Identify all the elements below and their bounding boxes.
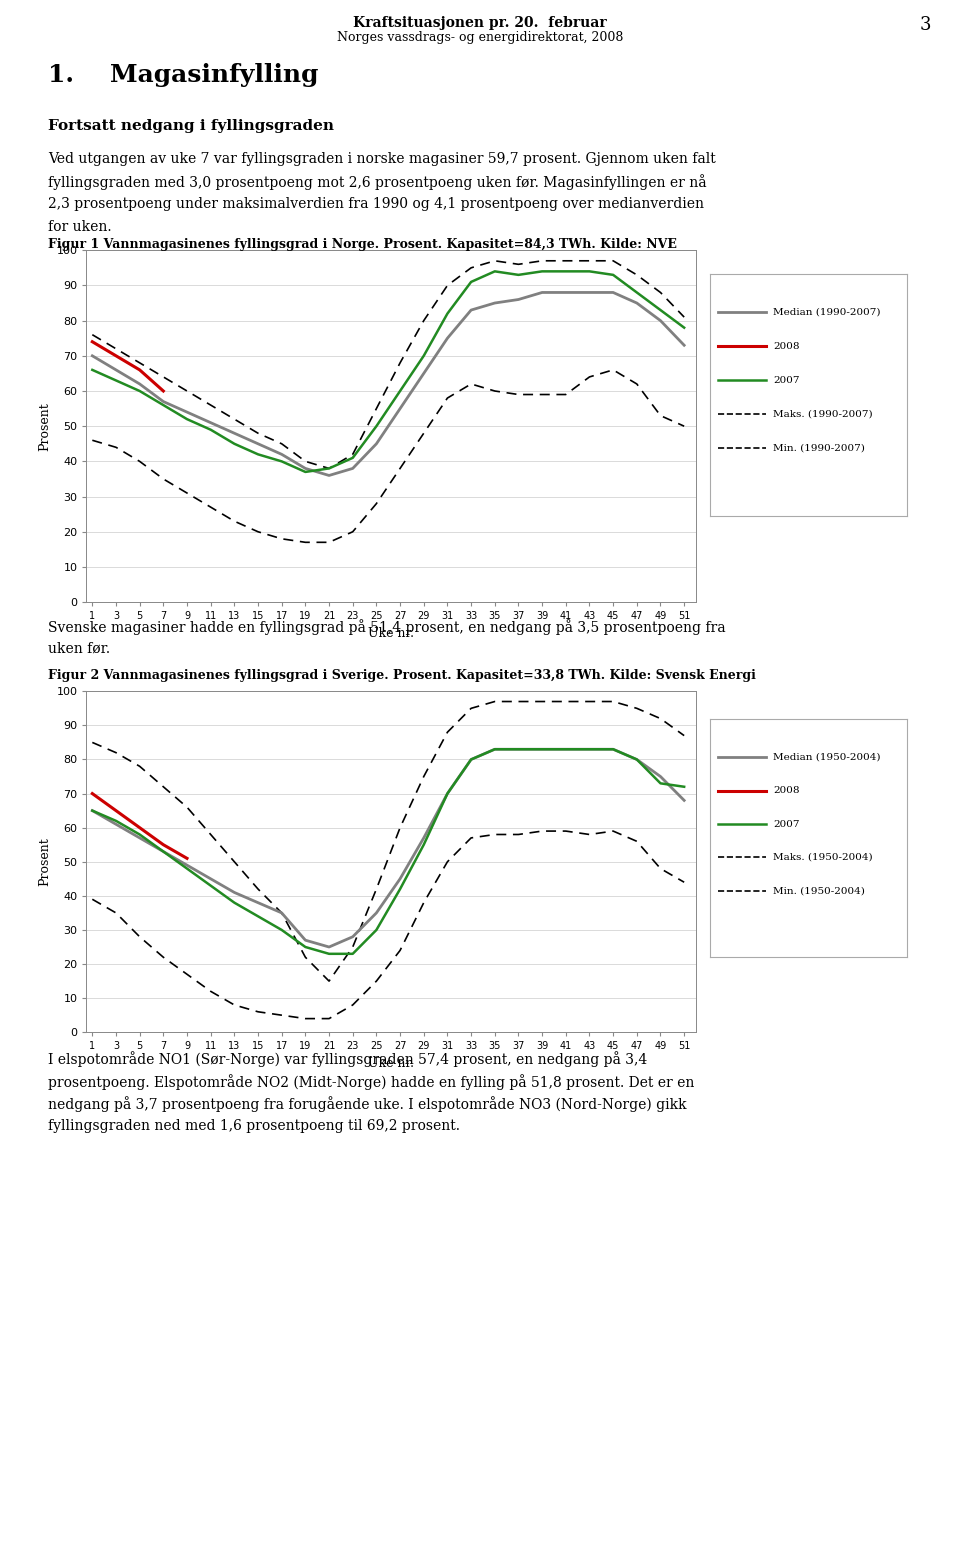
Text: 1.: 1.: [48, 63, 74, 86]
Text: Median (1950-2004): Median (1950-2004): [774, 752, 881, 762]
Text: Svenske magasiner hadde en fyllingsgrad på 51,4 prosent, en nedgang på 3,5 prose: Svenske magasiner hadde en fyllingsgrad …: [48, 619, 726, 635]
Text: Min. (1950-2004): Min. (1950-2004): [774, 887, 865, 895]
Text: 2007: 2007: [774, 375, 800, 385]
Y-axis label: Prosent: Prosent: [37, 402, 51, 450]
Text: 2008: 2008: [774, 787, 800, 795]
Text: 2,3 prosentpoeng under maksimalverdien fra 1990 og 4,1 prosentpoeng over medianv: 2,3 prosentpoeng under maksimalverdien f…: [48, 197, 704, 211]
Text: Figur 2 Vannmagasinenes fyllingsgrad i Sverige. Prosent. Kapasitet=33,8 TWh. Kil: Figur 2 Vannmagasinenes fyllingsgrad i S…: [48, 669, 756, 682]
Y-axis label: Prosent: Prosent: [37, 837, 51, 887]
Text: fyllingsgraden ned med 1,6 prosentpoeng til 69,2 prosent.: fyllingsgraden ned med 1,6 prosentpoeng …: [48, 1120, 460, 1132]
Text: uken før.: uken før.: [48, 641, 110, 655]
X-axis label: Uke nr.: Uke nr.: [369, 1057, 414, 1070]
Text: for uken.: for uken.: [48, 219, 111, 233]
Text: Min. (1990-2007): Min. (1990-2007): [774, 444, 865, 452]
X-axis label: Uke nr.: Uke nr.: [369, 627, 414, 640]
Text: nedgang på 3,7 prosentpoeng fra forugående uke. I elspotområde NO3 (Nord-Norge) : nedgang på 3,7 prosentpoeng fra forugåen…: [48, 1096, 686, 1112]
Text: Median (1990-2007): Median (1990-2007): [774, 308, 881, 317]
Text: Ved utgangen av uke 7 var fyllingsgraden i norske magasiner 59,7 prosent. Gjenno: Ved utgangen av uke 7 var fyllingsgraden…: [48, 152, 716, 166]
Text: 3: 3: [920, 16, 931, 34]
Text: Norges vassdrags- og energidirektorat, 2008: Norges vassdrags- og energidirektorat, 2…: [337, 31, 623, 44]
Text: I elspotområde NO1 (Sør-Norge) var fyllingsgraden 57,4 prosent, en nedgang på 3,: I elspotområde NO1 (Sør-Norge) var fylli…: [48, 1051, 647, 1067]
Text: 2007: 2007: [774, 820, 800, 829]
Text: 2008: 2008: [774, 343, 800, 350]
Text: Maks. (1990-2007): Maks. (1990-2007): [774, 410, 873, 419]
Text: fyllingsgraden med 3,0 prosentpoeng mot 2,6 prosentpoeng uken før. Magasinfyllin: fyllingsgraden med 3,0 prosentpoeng mot …: [48, 174, 707, 191]
Text: Fortsatt nedgang i fyllingsgraden: Fortsatt nedgang i fyllingsgraden: [48, 119, 334, 133]
Text: Kraftsituasjonen pr. 20.  februar: Kraftsituasjonen pr. 20. februar: [353, 16, 607, 30]
Text: Maks. (1950-2004): Maks. (1950-2004): [774, 852, 873, 862]
Text: Magasinfylling: Magasinfylling: [110, 63, 319, 86]
Text: prosentpoeng. Elspotområde NO2 (Midt-Norge) hadde en fylling på 51,8 prosent. De: prosentpoeng. Elspotområde NO2 (Midt-Nor…: [48, 1073, 694, 1090]
Text: Figur 1 Vannmagasinenes fyllingsgrad i Norge. Prosent. Kapasitet=84,3 TWh. Kilde: Figur 1 Vannmagasinenes fyllingsgrad i N…: [48, 238, 677, 250]
